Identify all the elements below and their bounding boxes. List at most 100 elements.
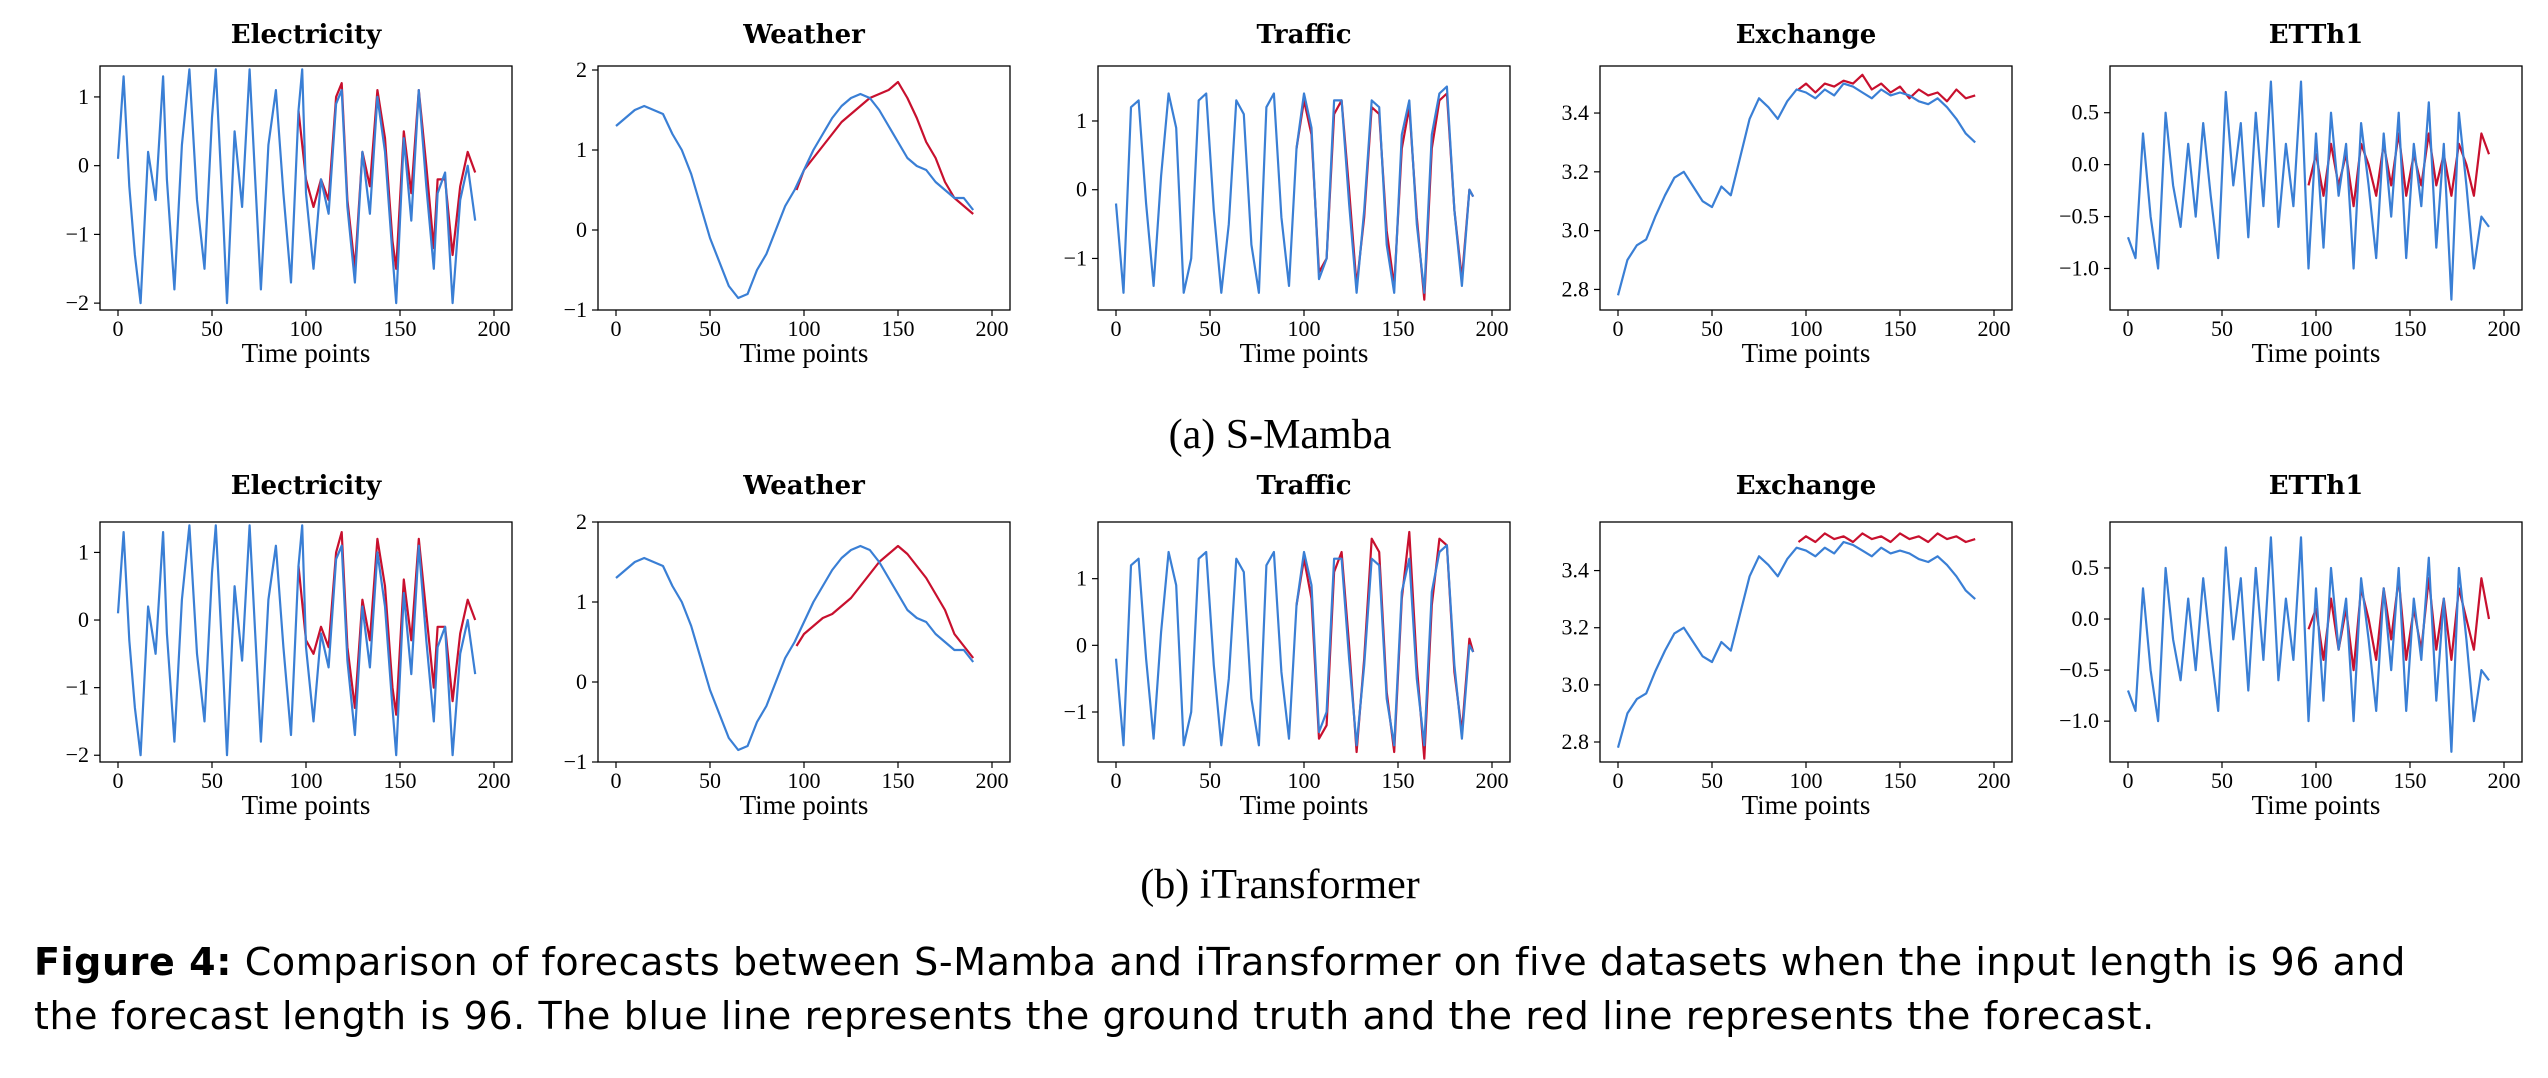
- y-tick-label: −1.0: [2059, 255, 2099, 280]
- y-tick-label: 0: [576, 217, 587, 242]
- y-tick-label: −2: [66, 742, 89, 767]
- ground-truth-line: [615, 92, 975, 300]
- y-tick-label: 2.8: [1562, 729, 1590, 754]
- x-tick-label: 150: [2394, 768, 2427, 793]
- panel-title: Traffic: [1256, 471, 1351, 501]
- x-tick-label: 50: [1701, 768, 1723, 793]
- x-tick-label: 100: [1790, 316, 1823, 341]
- x-tick-label: 50: [2211, 316, 2233, 341]
- panel: Electricity 0 50 100 150 200 −2 −1 0 1 Time points: [66, 471, 513, 820]
- y-tick-label: 3.0: [1562, 672, 1590, 697]
- x-tick-label: 100: [788, 768, 821, 793]
- plot-frame: [2109, 521, 2523, 763]
- x-tick-label: 100: [1288, 316, 1321, 341]
- y-tick-label: 3.4: [1562, 100, 1590, 125]
- plot-frame: [2109, 65, 2523, 311]
- forecast-line: [795, 80, 974, 215]
- x-tick-label: 50: [1199, 768, 1221, 793]
- x-tick-label: 50: [699, 768, 721, 793]
- x-tick-label: 150: [384, 316, 417, 341]
- y-tick-label: 2: [576, 57, 587, 82]
- y-tick-label: −1.0: [2059, 708, 2099, 733]
- x-tick-label: 100: [788, 316, 821, 341]
- plot-frame: [1599, 521, 2013, 763]
- x-tick-label: 50: [699, 316, 721, 341]
- x-axis-label: Time points: [242, 338, 371, 368]
- x-tick-label: 150: [2394, 316, 2427, 341]
- y-tick-label: −1: [564, 297, 587, 322]
- x-axis-label: Time points: [1240, 790, 1369, 820]
- panel-title: Weather: [742, 471, 865, 501]
- y-tick-label: 0: [78, 153, 89, 178]
- x-tick-label: 0: [1111, 768, 1122, 793]
- ground-truth-line: [2126, 80, 2490, 301]
- y-tick-label: 1: [576, 137, 587, 162]
- x-tick-label: 200: [478, 316, 511, 341]
- y-tick-label: −0.5: [2059, 204, 2099, 229]
- y-tick-label: 3.0: [1562, 218, 1590, 243]
- y-tick-label: 1: [1076, 566, 1087, 591]
- x-tick-label: 150: [882, 316, 915, 341]
- x-tick-label: 50: [1199, 316, 1221, 341]
- panel-title: ETTh1: [2269, 471, 2364, 501]
- y-tick-label: −1: [564, 749, 587, 774]
- x-tick-label: 0: [611, 768, 622, 793]
- x-tick-label: 200: [976, 768, 1009, 793]
- x-axis-label: Time points: [740, 790, 869, 820]
- ground-truth-line: [615, 544, 975, 752]
- x-tick-label: 0: [2123, 768, 2134, 793]
- y-tick-label: 1: [1076, 108, 1087, 133]
- x-tick-label: 100: [1288, 768, 1321, 793]
- y-tick-label: −1: [1064, 245, 1087, 270]
- x-axis-label: Time points: [2252, 790, 2381, 820]
- y-tick-label: 0.0: [2072, 606, 2100, 631]
- x-tick-label: 200: [976, 316, 1009, 341]
- forecast-line: [1797, 73, 1976, 103]
- y-tick-label: 0.5: [2072, 555, 2100, 580]
- y-tick-label: 0.5: [2072, 100, 2100, 125]
- ground-truth-line: [1114, 85, 1475, 294]
- x-tick-label: 0: [1111, 316, 1122, 341]
- x-tick-label: 200: [1476, 316, 1509, 341]
- x-tick-label: 200: [1476, 768, 1509, 793]
- panel-title: Electricity: [231, 471, 382, 501]
- x-tick-label: 0: [2123, 316, 2134, 341]
- x-tick-label: 100: [290, 316, 323, 341]
- ground-truth-line: [116, 524, 477, 757]
- ground-truth-line: [1616, 540, 1976, 748]
- y-tick-label: 0: [78, 607, 89, 632]
- x-tick-label: 50: [1701, 316, 1723, 341]
- y-tick-label: 3.4: [1562, 558, 1590, 583]
- x-tick-label: 150: [1382, 768, 1415, 793]
- x-tick-label: 150: [384, 768, 417, 793]
- ground-truth-line: [1114, 544, 1475, 747]
- panel: ETTh1 0 50 100 150 200 −1.0 −0.5 0.0 0.5 Time poin…: [2059, 20, 2523, 368]
- x-axis-label: Time points: [1742, 338, 1871, 368]
- panel: Traffic 0 50 100 150 200 −1 0 1 Time points: [1064, 471, 1511, 820]
- x-axis-label: Time points: [740, 338, 869, 368]
- x-tick-label: 50: [2211, 768, 2233, 793]
- plot-frame: [597, 521, 1011, 763]
- x-axis-label: Time points: [1742, 790, 1871, 820]
- x-tick-label: 200: [1978, 768, 2011, 793]
- panel: Traffic 0 50 100 150 200 −1 0 1 Time points: [1064, 20, 1511, 368]
- y-tick-label: −0.5: [2059, 657, 2099, 682]
- x-tick-label: 0: [611, 316, 622, 341]
- x-tick-label: 0: [1613, 316, 1624, 341]
- x-axis-label: Time points: [1240, 338, 1369, 368]
- subcaption-itransformer: (b) iTransformer: [1140, 862, 1420, 908]
- plot-frame: [1599, 65, 2013, 311]
- x-tick-label: 50: [201, 316, 223, 341]
- x-tick-label: 100: [2300, 316, 2333, 341]
- y-tick-label: 2: [576, 509, 587, 534]
- subcaption-s-mamba: (a) S-Mamba: [1169, 412, 1392, 458]
- y-tick-label: 3.2: [1562, 159, 1590, 184]
- panel: Exchange 0 50 100 150 200 2.8 3.0 3.2 3.4 Time poi…: [1562, 471, 2013, 820]
- x-tick-label: 150: [1884, 768, 1917, 793]
- caption-text: Comparison of forecasts between S-Mamba …: [34, 940, 2406, 1038]
- figure-caption: Figure 4: Comparison of forecasts betwee…: [34, 935, 2474, 1043]
- x-tick-label: 200: [1978, 316, 2011, 341]
- x-tick-label: 150: [882, 768, 915, 793]
- y-tick-label: −1: [1064, 699, 1087, 724]
- panel-title: Electricity: [231, 20, 382, 50]
